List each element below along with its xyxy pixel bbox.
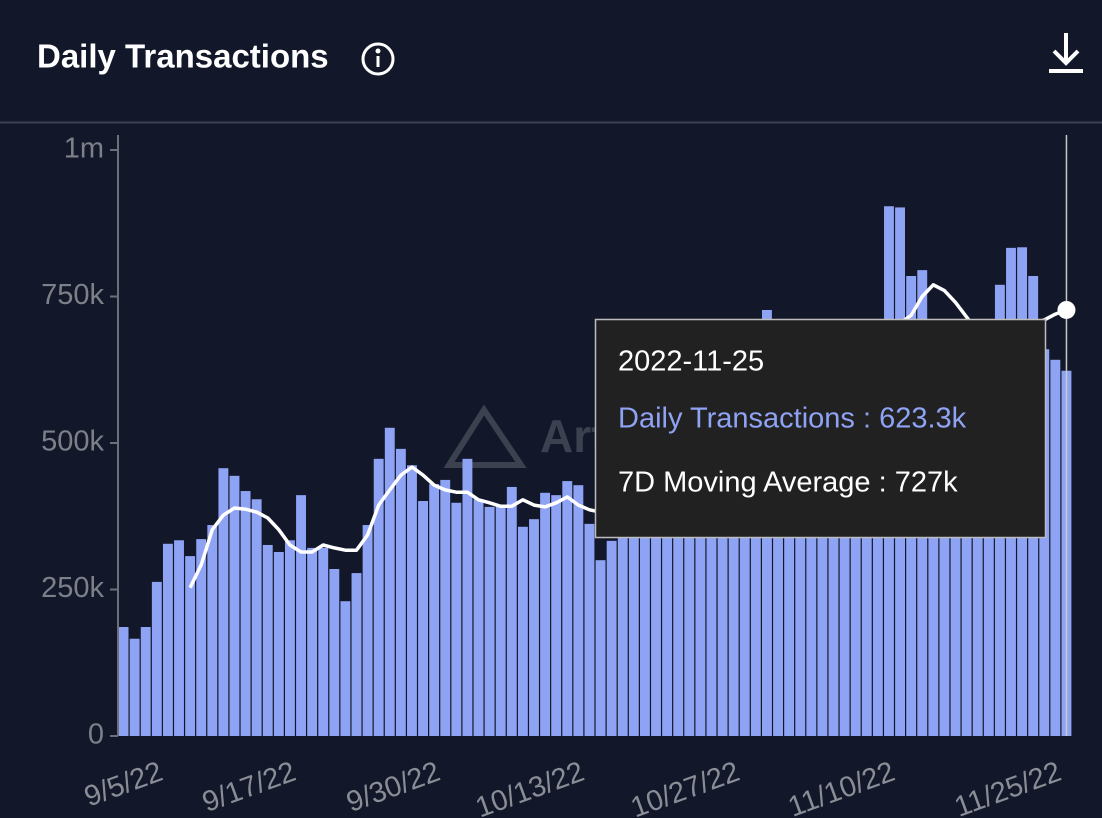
bar [351,573,362,736]
bar [262,544,273,736]
bar [684,431,695,736]
bar [651,460,661,736]
bar [185,556,196,736]
bar [296,495,306,736]
bar [562,481,573,736]
bar [495,506,506,736]
bar [451,502,462,736]
bar [806,390,817,736]
bar [240,491,251,736]
bar [362,525,373,736]
bar [739,360,750,736]
bar [662,454,673,736]
bar [1039,349,1050,736]
bar [595,560,606,736]
bar [473,499,484,736]
bar [506,486,517,736]
bar [573,485,584,736]
bar [462,458,473,736]
bar [817,378,828,736]
bar [728,384,739,736]
bar [717,407,728,736]
bar [983,343,994,736]
watermark-logo [443,404,527,468]
bar [151,581,162,736]
bar [872,343,883,736]
bar [129,638,140,736]
bar [950,372,961,736]
bar [395,448,406,736]
bar [839,372,850,736]
bar [307,547,318,736]
bar [584,523,595,736]
bar [795,396,806,736]
download-icon[interactable] [1049,33,1083,73]
hover-dot [1057,300,1076,319]
bar [373,458,384,736]
bar [628,489,639,736]
bar [540,492,551,736]
bar [340,601,351,736]
bar [218,468,229,736]
bar [850,360,861,736]
tooltip-row: 7D Moving Average : 727k [618,467,958,499]
bar [529,519,539,736]
bar [639,472,650,736]
bar [196,539,207,736]
bar [784,384,795,736]
chart-title: Daily Transactions [37,38,329,75]
tooltip-box [594,318,1047,539]
bar [329,568,340,736]
bar [695,419,706,736]
info-icon[interactable] [361,42,395,76]
y-tick-label: 250k [41,572,104,604]
bar [284,540,295,736]
y-tick-label: 0 [88,719,104,751]
bar [606,540,617,736]
bar [551,495,562,736]
tooltip-row: Daily Transactions : 623.3k [618,403,967,435]
bar [673,443,684,736]
bar [273,551,284,736]
tooltip-date: 2022-11-25 [618,346,764,378]
tooltip: 2022-11-25 Daily Transactions : 623.3k 7D … [594,318,1047,539]
y-tick-label: 750k [41,279,104,311]
y-tick-label: 1m [64,133,104,165]
bar [773,360,783,736]
bar [384,427,395,736]
bar [251,499,262,736]
bar [861,349,872,736]
bar [140,627,151,736]
bar [429,484,440,736]
bar [318,547,329,736]
bar [174,540,184,736]
bar [617,525,628,736]
bar [972,372,983,736]
bar [484,506,495,736]
y-tick-label: 500k [41,426,104,458]
bar [207,525,218,736]
bar [961,384,972,736]
bar [418,501,429,736]
bar [229,475,240,736]
bar [1050,359,1061,736]
bar [517,526,528,736]
bar [939,355,950,736]
bar [706,425,717,736]
bar [407,465,417,736]
bar [162,543,173,736]
bar [440,479,451,736]
bar [118,627,129,736]
bar [828,384,839,736]
